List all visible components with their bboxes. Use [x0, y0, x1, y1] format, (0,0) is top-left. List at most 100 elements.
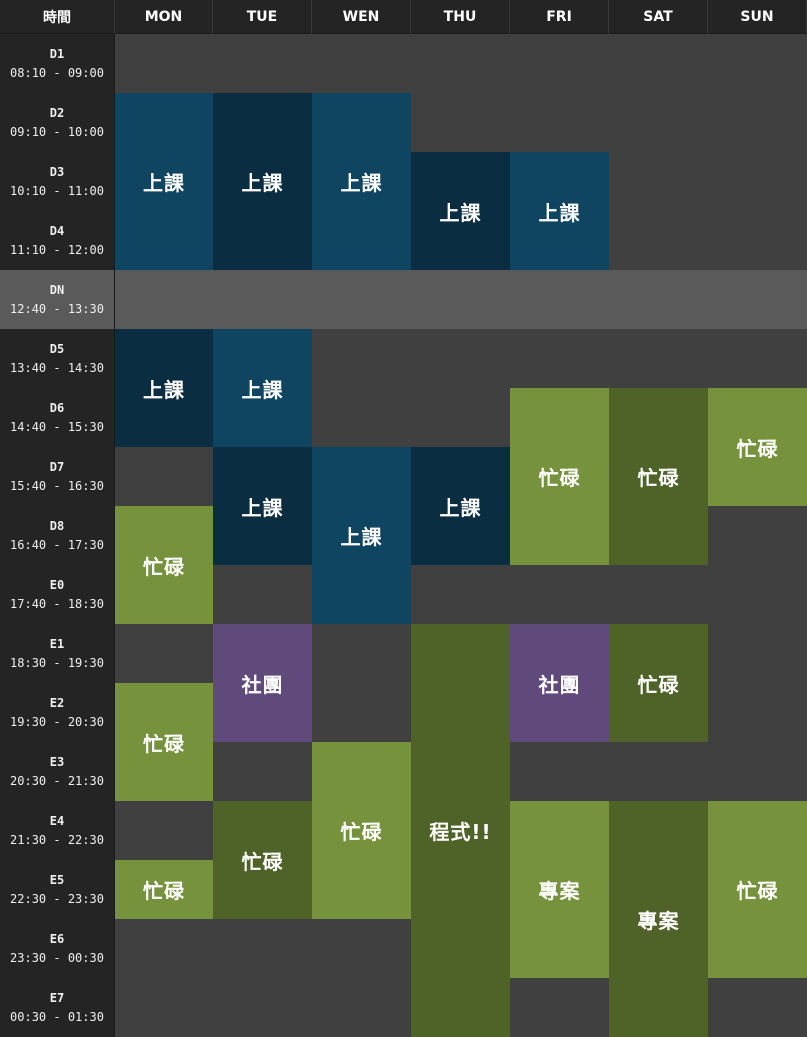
period-time: 15:40 - 16:30 — [10, 478, 104, 493]
period-cell: E6 23:30 - 00:30 — [0, 919, 115, 978]
day-header-fri: FRI — [510, 0, 609, 34]
schedule-block[interactable]: 專案 — [510, 801, 609, 978]
schedule-block[interactable]: 忙碌 — [510, 388, 609, 565]
period-name: D7 — [49, 459, 65, 474]
schedule-block-label: 專案 — [538, 879, 581, 903]
schedule-block[interactable]: 社團 — [510, 624, 609, 742]
schedule-block[interactable]: 上課 — [411, 152, 510, 270]
schedule-block[interactable]: 忙碌 — [115, 506, 213, 624]
period-time: 00:30 - 01:30 — [10, 1009, 104, 1024]
period-cell: E0 17:40 - 18:30 — [0, 565, 115, 624]
schedule-block-label: 上課 — [439, 495, 482, 520]
schedule-block-label: 上課 — [143, 171, 185, 195]
period-cell: D8 16:40 - 17:30 — [0, 506, 115, 565]
period-time: 14:40 - 15:30 — [10, 419, 104, 434]
period-cell: E2 19:30 - 20:30 — [0, 683, 115, 742]
period-name: D1 — [49, 46, 65, 61]
period-time: 18:30 - 19:30 — [10, 655, 104, 670]
schedule-block-label: 忙碌 — [637, 466, 680, 490]
period-cell: D1 08:10 - 09:00 — [0, 34, 115, 93]
schedule-block-label: 忙碌 — [538, 466, 581, 490]
schedule-block-label: 忙碌 — [736, 436, 779, 461]
schedule-block[interactable]: 上課 — [312, 447, 411, 624]
schedule-block[interactable]: 忙碌 — [213, 801, 312, 919]
period-cell: D3 10:10 - 11:00 — [0, 152, 115, 211]
schedule-block[interactable]: 程式!! — [411, 624, 510, 1037]
period-cell: D4 11:10 - 12:00 — [0, 211, 115, 270]
schedule-block[interactable]: 忙碌 — [115, 683, 213, 801]
schedule-block-label: 忙碌 — [736, 879, 779, 903]
day-header-sun: SUN — [708, 0, 807, 34]
period-time: 21:30 - 22:30 — [10, 832, 104, 847]
period-name: E1 — [49, 636, 65, 651]
period-cell: E3 20:30 - 21:30 — [0, 742, 115, 801]
schedule-block[interactable]: 上課 — [510, 152, 609, 270]
schedule-block[interactable]: 忙碌 — [609, 388, 708, 565]
schedule-block-label: 社團 — [538, 672, 581, 697]
day-header-wen: WEN — [312, 0, 411, 34]
schedule-block-label: 社團 — [241, 672, 284, 697]
schedule-block-label: 忙碌 — [143, 879, 185, 903]
period-name: D2 — [49, 105, 65, 120]
schedule-block-label: 忙碌 — [340, 820, 383, 844]
period-time: 13:40 - 14:30 — [10, 360, 104, 375]
schedule-block-label: 忙碌 — [637, 672, 680, 697]
period-row-bg — [115, 270, 807, 329]
schedule-block[interactable]: 忙碌 — [708, 388, 807, 506]
schedule-block[interactable]: 上課 — [115, 329, 213, 447]
schedule-block[interactable]: 上課 — [213, 329, 312, 447]
period-cell: D6 14:40 - 15:30 — [0, 388, 115, 447]
schedule-block-label: 上課 — [143, 377, 185, 402]
period-cell: D5 13:40 - 14:30 — [0, 329, 115, 388]
period-name: E5 — [49, 872, 65, 887]
schedule-block-label: 忙碌 — [241, 849, 284, 874]
schedule-block-label: 上課 — [241, 171, 284, 195]
period-time: 20:30 - 21:30 — [10, 773, 104, 788]
schedule-block-label: 上課 — [439, 200, 482, 225]
schedule-block-label: 上課 — [241, 377, 284, 402]
period-name: D3 — [49, 164, 65, 179]
period-cell: D7 15:40 - 16:30 — [0, 447, 115, 506]
schedule-block-label: 上課 — [538, 200, 581, 225]
period-name: D4 — [49, 223, 65, 238]
period-name: D5 — [49, 341, 65, 356]
period-cell: E4 21:30 - 22:30 — [0, 801, 115, 860]
period-name: E4 — [49, 813, 65, 828]
schedule-block[interactable]: 社團 — [213, 624, 312, 742]
schedule-block-label: 程式!! — [429, 820, 492, 844]
schedule-block[interactable]: 忙碌 — [312, 742, 411, 919]
period-name: E0 — [49, 577, 65, 592]
period-row-bg — [115, 565, 807, 624]
period-time: 16:40 - 17:30 — [10, 537, 104, 552]
period-row-bg — [115, 34, 807, 93]
period-name: E3 — [49, 754, 65, 769]
schedule-block[interactable]: 上課 — [411, 447, 510, 565]
period-time: 10:10 - 11:00 — [10, 183, 104, 198]
period-cell: DN 12:40 - 13:30 — [0, 270, 115, 329]
period-cell: E7 00:30 - 01:30 — [0, 978, 115, 1037]
schedule-block[interactable]: 忙碌 — [115, 860, 213, 919]
schedule-block[interactable]: 上課 — [115, 93, 213, 270]
period-time: 19:30 - 20:30 — [10, 714, 104, 729]
day-header-sat: SAT — [609, 0, 708, 34]
period-cell: D2 09:10 - 10:00 — [0, 93, 115, 152]
period-cell: E5 22:30 - 23:30 — [0, 860, 115, 919]
schedule-block[interactable]: 專案 — [609, 801, 708, 1037]
day-header-thu: THU — [411, 0, 510, 34]
schedule-block[interactable]: 上課 — [312, 93, 411, 270]
period-time: 08:10 - 09:00 — [10, 65, 104, 80]
schedule-block-label: 專案 — [637, 908, 680, 933]
day-header-mon: MON — [115, 0, 213, 34]
schedule-block[interactable]: 忙碌 — [708, 801, 807, 978]
schedule-block-label: 忙碌 — [143, 731, 185, 756]
schedule-block[interactable]: 上課 — [213, 447, 312, 565]
header-time-label: 時間 — [0, 0, 115, 34]
period-time: 12:40 - 13:30 — [10, 301, 104, 316]
schedule-block-label: 上課 — [340, 171, 383, 195]
period-time: 09:10 - 10:00 — [10, 124, 104, 139]
schedule-block[interactable]: 上課 — [213, 93, 312, 270]
period-time: 23:30 - 00:30 — [10, 950, 104, 965]
period-name: D8 — [49, 518, 65, 533]
schedule-block[interactable]: 忙碌 — [609, 624, 708, 742]
